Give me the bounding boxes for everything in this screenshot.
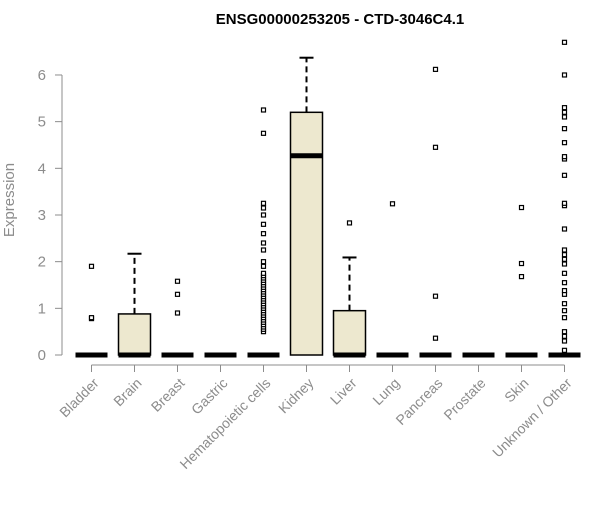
y-tick-label: 3 (38, 207, 46, 224)
x-tick-label: Breast (148, 375, 188, 415)
box-group (161, 278, 194, 358)
outlier-point (561, 301, 568, 307)
outlier-point (561, 126, 568, 132)
outlier-point (561, 333, 568, 339)
y-tick-label: 5 (38, 114, 46, 131)
box-group (117, 252, 152, 358)
box-group (289, 56, 324, 356)
y-tick-label: 2 (38, 254, 46, 271)
y-tick-label: 0 (38, 347, 46, 364)
outlier-point (88, 315, 95, 321)
x-tick-label: Kidney (275, 375, 317, 417)
outlier-point (561, 329, 568, 335)
outlier-point (561, 200, 568, 206)
outlier-point (561, 247, 568, 253)
outlier-point (561, 114, 568, 120)
x-tick-label: Lung (369, 375, 402, 408)
y-tick-label: 4 (38, 160, 46, 177)
outlier-point (561, 287, 568, 294)
outlier-point (561, 154, 568, 160)
box-group (505, 204, 538, 358)
box-iqr (289, 111, 324, 356)
outlier-point (561, 226, 568, 232)
outlier-point (561, 105, 568, 111)
outlier-point (260, 263, 267, 269)
outlier-point (260, 200, 267, 206)
box-iqr (117, 313, 152, 356)
outlier-point (260, 205, 267, 211)
y-axis: 0 1 2 3 4 5 6 (38, 67, 63, 364)
x-tick-label: Skin (501, 375, 532, 406)
outlier-point (561, 280, 568, 286)
outlier-point (432, 66, 439, 72)
outlier-point (260, 107, 267, 113)
outlier-point (561, 261, 568, 267)
outlier-point (432, 335, 439, 341)
y-tick-label: 1 (38, 300, 46, 317)
outlier-point (561, 308, 568, 314)
y-tick-label: 6 (38, 67, 46, 84)
outlier-point (561, 252, 568, 258)
outlier-point (561, 172, 568, 178)
outlier-point (561, 256, 568, 262)
boxes-layer (75, 39, 581, 358)
outlier-point (260, 231, 267, 237)
x-tick-label: Liver (327, 375, 360, 408)
outlier-point (260, 212, 267, 218)
outlier-point (260, 247, 267, 253)
box-iqr (332, 309, 367, 356)
x-tick-label: Brain (110, 375, 144, 409)
box-group (75, 263, 108, 358)
outlier-point (174, 278, 181, 284)
outlier-point (260, 240, 267, 246)
outlier-point (561, 109, 568, 115)
outlier-point (561, 72, 568, 78)
box-group (548, 39, 581, 358)
box-group (247, 107, 280, 358)
outlier-point (518, 260, 525, 267)
outlier-point (260, 259, 267, 265)
chart-title: ENSG00000253205 - CTD-3046C4.1 (216, 11, 464, 28)
outlier-point (561, 347, 568, 353)
outlier-point (260, 130, 267, 136)
outlier-point (518, 204, 525, 211)
box-group (376, 201, 409, 358)
outlier-point (346, 220, 353, 226)
outlier-point (88, 263, 95, 269)
x-tick-label: Prostate (440, 375, 488, 423)
outlier-point (518, 273, 525, 280)
outlier-point (174, 310, 181, 316)
y-axis-label: Expression (1, 163, 18, 237)
x-tick-label: Gastric (188, 375, 231, 418)
outlier-point (174, 291, 181, 297)
outlier-point (432, 293, 439, 299)
outlier-point (561, 315, 568, 321)
outlier-point (561, 338, 568, 344)
outlier-point (561, 270, 568, 276)
x-tick-label: Bladder (56, 375, 102, 421)
x-tick-label: Unknown / Other (489, 375, 575, 461)
outlier-point (389, 201, 396, 207)
box-group (332, 220, 367, 358)
outlier-point (561, 39, 568, 45)
outlier-point (432, 144, 439, 150)
outlier-point (561, 140, 568, 146)
x-tick-label: Pancreas (392, 375, 445, 428)
box-group (419, 66, 452, 358)
outlier-point (260, 221, 267, 227)
outlier-point (260, 270, 267, 276)
